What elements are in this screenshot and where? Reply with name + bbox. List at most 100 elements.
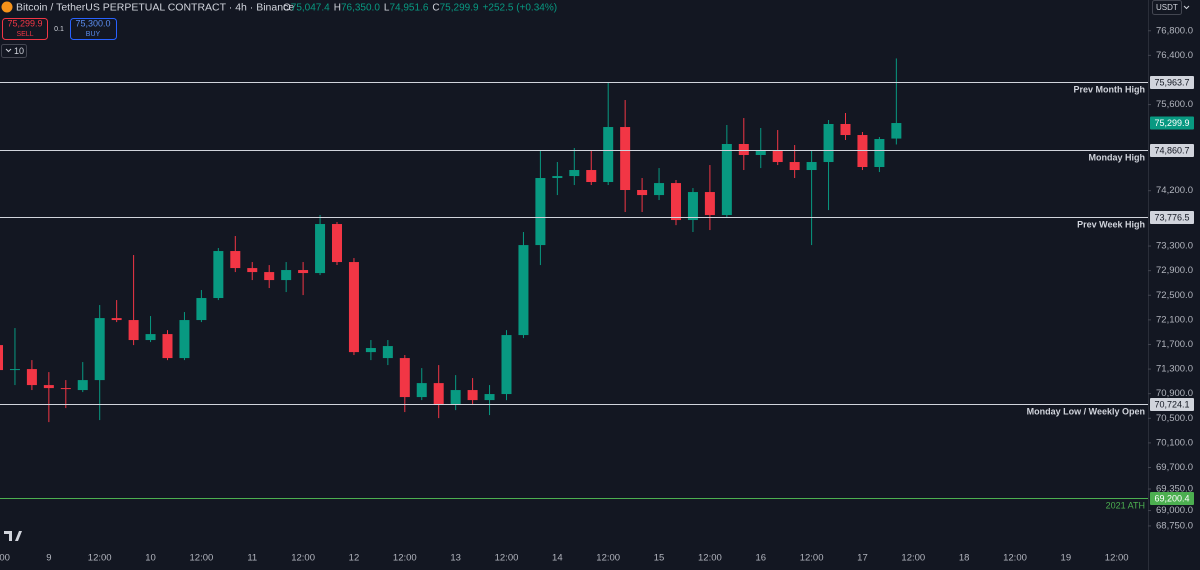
ohlc-value: 74,951.6 — [389, 2, 428, 13]
candle-body — [518, 245, 529, 336]
y-tick-label: 69,000.0 — [1156, 505, 1193, 516]
y-tick-label: 70,100.0 — [1156, 437, 1193, 448]
buy-label: BUY — [86, 31, 101, 38]
candle-body — [416, 383, 427, 398]
candle-body — [399, 358, 410, 398]
candle-body — [196, 298, 207, 321]
candle-body — [552, 176, 563, 179]
candle-body — [247, 268, 258, 273]
candle-body — [687, 192, 698, 221]
ohlc-key: O — [283, 2, 291, 13]
candle-body — [230, 251, 241, 269]
indicator-toggle[interactable] — [1, 44, 27, 58]
chevron — [5, 48, 12, 53]
candle-body — [450, 390, 461, 405]
currency: USDT — [1156, 3, 1178, 12]
candle-body — [9, 369, 20, 371]
candle-body — [26, 369, 37, 386]
x-tick-label: 12:00 — [596, 553, 620, 564]
candle-body — [840, 124, 851, 136]
ohlc-key: C — [432, 2, 439, 13]
x-tick-label: 12:00 — [190, 553, 214, 564]
candle-body — [348, 262, 359, 353]
x-tick-label: 11 — [247, 553, 257, 564]
y-tick-label: 69,350.0 — [1156, 484, 1193, 495]
level-tag-label: 75,963.7 — [1154, 77, 1189, 87]
candle-body — [738, 144, 749, 156]
y-tick-label: 76,400.0 — [1156, 50, 1193, 61]
candle-body — [0, 345, 3, 371]
candle-body — [111, 318, 122, 321]
candle-body — [382, 346, 393, 359]
x-tick-label: 12:00 — [901, 553, 925, 564]
level-label: 2021 ATH — [1106, 500, 1145, 510]
candle-body — [365, 348, 376, 353]
ohlc-change: +252.5 (+0.34%) — [483, 2, 558, 13]
candle-body — [806, 162, 817, 171]
x-tick-label: 9 — [46, 553, 51, 564]
level-tag — [1150, 398, 1194, 411]
x-tick-label: 13 — [450, 553, 461, 564]
candle-body — [264, 272, 275, 281]
y-tick-label: 72,500.0 — [1156, 290, 1193, 301]
y-tick-label: 71,700.0 — [1156, 339, 1193, 350]
y-tick-label: 72,100.0 — [1156, 314, 1193, 325]
candle-body — [501, 335, 512, 395]
candle-body — [433, 383, 444, 405]
y-tick-label: 75,600.0 — [1156, 99, 1193, 110]
y-tick-label: 74,200.0 — [1156, 185, 1193, 196]
level-tag-label: 70,724.1 — [1154, 399, 1189, 409]
candle-body — [43, 385, 54, 389]
indicator-count: 10 — [14, 46, 24, 56]
x-tick-label: 17 — [857, 553, 868, 564]
y-tick-label: 70,500.0 — [1156, 413, 1193, 424]
level-tag-label: 73,776.5 — [1154, 212, 1189, 222]
level-label: Monday High — [1089, 152, 1146, 162]
coin-icon — [1, 1, 13, 13]
candle-body — [586, 170, 597, 183]
level-label: Prev Month High — [1074, 84, 1146, 94]
sell-label: SELL — [16, 31, 33, 38]
candle-body — [128, 320, 139, 341]
candle-body — [874, 139, 885, 168]
x-tick-label: 14 — [552, 553, 563, 564]
y-tick-label: 69,700.0 — [1156, 462, 1193, 473]
currency-selector[interactable] — [1152, 0, 1182, 15]
candle-body — [77, 380, 88, 391]
buy-button[interactable] — [70, 18, 117, 40]
candle-body — [315, 224, 326, 274]
buy-price: 75,300.0 — [75, 18, 110, 28]
level-tag — [1150, 76, 1194, 89]
candle-body — [857, 135, 868, 168]
ohlc-value: 75,047.4 — [291, 2, 330, 13]
candle-body — [671, 183, 681, 221]
ohlc-value: 76,350.0 — [341, 2, 380, 13]
candle-body — [145, 334, 156, 341]
x-tick-label: 12:00 — [1003, 553, 1027, 564]
candle-body — [281, 270, 292, 281]
candle-body — [603, 127, 614, 183]
level-tag — [1150, 144, 1194, 157]
candle-body — [789, 162, 800, 171]
candle-body — [721, 144, 732, 216]
quantity: 0.1 — [54, 26, 64, 33]
candle-body — [484, 394, 495, 401]
candle-body — [569, 170, 580, 177]
x-tick-label: 19 — [1061, 553, 1072, 564]
candle-body — [162, 334, 173, 359]
x-tick-label: 12:00 — [88, 553, 112, 564]
y-tick-label: 70,900.0 — [1156, 388, 1193, 399]
x-tick-label: 15 — [654, 553, 665, 564]
x-tick-label: 12:00 — [495, 553, 519, 564]
y-tick-label: 72,900.0 — [1156, 265, 1193, 276]
y-tick-label: 68,750.0 — [1156, 520, 1193, 531]
candle-body — [637, 190, 648, 196]
y-tick-label: 71,300.0 — [1156, 364, 1193, 375]
candle-body — [298, 270, 309, 274]
candle-body — [94, 318, 105, 381]
level-label: Prev Week High — [1077, 219, 1145, 229]
plot-area — [0, 58, 902, 423]
x-tick-label: 18 — [959, 553, 970, 564]
sell-button[interactable] — [2, 18, 48, 40]
